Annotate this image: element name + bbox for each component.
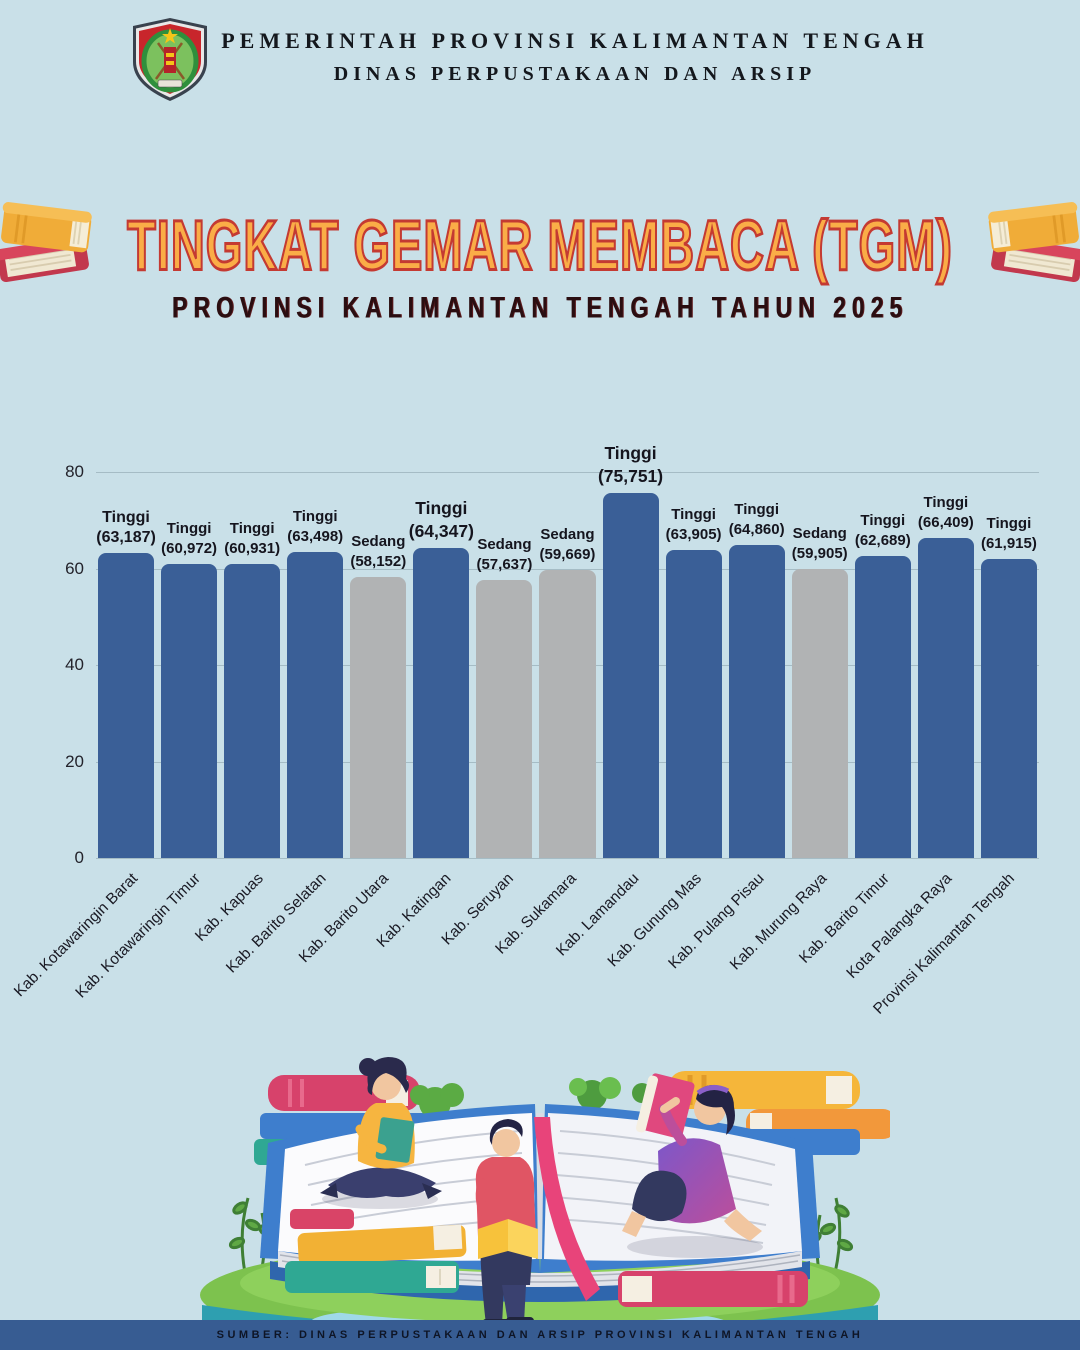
chart-bar-3: Tinggi (60,931) xyxy=(224,520,281,858)
books-icon-left xyxy=(0,202,92,283)
x-axis-label-1: Kab. Kotawaringin Barat xyxy=(11,870,142,1001)
x-axis-labels: Kab. Kotawaringin Barat Kab. Kotawaringin… xyxy=(11,858,1037,1028)
y-axis-tick-80: 80 xyxy=(65,462,84,481)
chart-bar-1: Tinggi (63,187) xyxy=(96,509,156,858)
chart-bar-9: Tinggi (75,751) xyxy=(598,443,663,858)
gridline-0 xyxy=(96,858,1039,859)
bar-value-label-5: Sedang (58,152) xyxy=(350,533,407,571)
bar-value-label-3: Tinggi (60,931) xyxy=(224,520,281,558)
subtitle-row: PROVINSI KALIMANTAN TENGAH TAHUN 2025 xyxy=(0,290,1080,324)
y-axis-tick-40: 40 xyxy=(65,655,84,674)
bar-value-label-7: Sedang (57,637) xyxy=(476,535,533,573)
government-name: PEMERINTAH PROVINSI KALIMANTAN TENGAH xyxy=(221,28,929,53)
footer-bar: SUMBER: DINAS PERPUSTAKAAN DAN ARSIP PRO… xyxy=(0,1320,1080,1350)
y-axis-tick-60: 60 xyxy=(65,558,84,578)
bar-value-label-8: Sedang (59,669) xyxy=(539,526,596,564)
chart-bar-12: Sedang (59,905) xyxy=(791,525,848,858)
book-stack-front-left xyxy=(285,1209,467,1293)
header: PEMERINTAH PROVINSI KALIMANTAN TENGAH DI… xyxy=(0,0,1080,115)
gridline-80 xyxy=(96,472,1039,473)
chart-bar-5: Sedang (58,152) xyxy=(350,533,407,858)
bar-value-label-10: Tinggi (63,905) xyxy=(665,505,722,543)
chart-bar-8: Sedang (59,669) xyxy=(539,526,596,858)
bar-value-label-1: Tinggi (63,187) xyxy=(96,509,156,547)
page-subtitle: PROVINSI KALIMANTAN TENGAH TAHUN 2025 xyxy=(171,289,909,324)
chart-bar-10: Tinggi (63,905) xyxy=(665,506,722,858)
agency-name: DINAS PERPUSTAKAAN DAN ARSIP xyxy=(333,63,817,85)
page-title: TINGKAT GEMAR MEMBACA (TGM) xyxy=(126,203,953,286)
chart-bar-15: Tinggi (61,915) xyxy=(980,515,1037,858)
books-icon-right xyxy=(988,202,1080,283)
provincial-coat-of-arms-logo xyxy=(133,18,207,101)
chart-bar-7: Sedang (57,637) xyxy=(476,536,533,858)
bar-value-label-6: Tinggi (64,347) xyxy=(408,497,474,541)
person-reading-center xyxy=(475,1119,538,1329)
bar-value-label-11: Tinggi (64,860) xyxy=(728,501,785,539)
book-stack-front-right xyxy=(618,1271,808,1307)
bar-value-label-15: Tinggi (61,915) xyxy=(980,515,1037,553)
x-axis-label-14: Kota Palangka Raya xyxy=(843,870,956,982)
person-reading-right xyxy=(622,1073,763,1258)
bar-value-label-9: Tinggi (75,751) xyxy=(597,442,664,486)
bushes xyxy=(410,1077,652,1119)
bar-value-label-13: Tinggi (62,689) xyxy=(854,511,911,549)
person-reading-left xyxy=(320,1057,442,1209)
y-axis-tick-20: 20 xyxy=(65,751,84,771)
bar-value-label-12: Sedang (59,905) xyxy=(791,524,848,562)
y-axis-tick-0: 0 xyxy=(74,848,84,867)
chart-bar-13: Tinggi (62,689) xyxy=(854,512,911,858)
reading-illustration xyxy=(200,1057,890,1333)
chart-bar-4: Tinggi (63,498) xyxy=(287,508,344,858)
title-row: TINGKAT GEMAR MEMBACA (TGM) xyxy=(0,196,1080,292)
chart-bar-11: Tinggi (64,860) xyxy=(728,501,785,858)
chart-bar-6: Tinggi (64,347) xyxy=(409,498,474,858)
bar-value-label-2: Tinggi (60,972) xyxy=(161,519,218,557)
chart-bar-14: Tinggi (66,409) xyxy=(917,494,974,858)
bar-value-label-14: Tinggi (66,409) xyxy=(917,493,974,531)
bookmark-ribbon xyxy=(534,1117,600,1301)
chart-bar-2: Tinggi (60,972) xyxy=(161,520,218,858)
bar-value-label-4: Tinggi (63,498) xyxy=(287,507,344,545)
gridline-60 xyxy=(96,568,1039,570)
header-text: PEMERINTAH PROVINSI KALIMANTAN TENGAH DI… xyxy=(0,28,1080,86)
tgm-bar-chart: 0 20 40 60 80 Tinggi (63,187) Tinggi (60,972) Ti… xyxy=(11,443,1039,1018)
source-text: SUMBER: DINAS PERPUSTAKAAN DAN ARSIP PRO… xyxy=(216,1329,864,1341)
x-axis-label-2: Kab. Kotawaringin Timur xyxy=(72,870,204,1002)
chart-bars: Tinggi (63,187) Tinggi (60,972) Tinggi (60,93… xyxy=(96,443,1037,858)
